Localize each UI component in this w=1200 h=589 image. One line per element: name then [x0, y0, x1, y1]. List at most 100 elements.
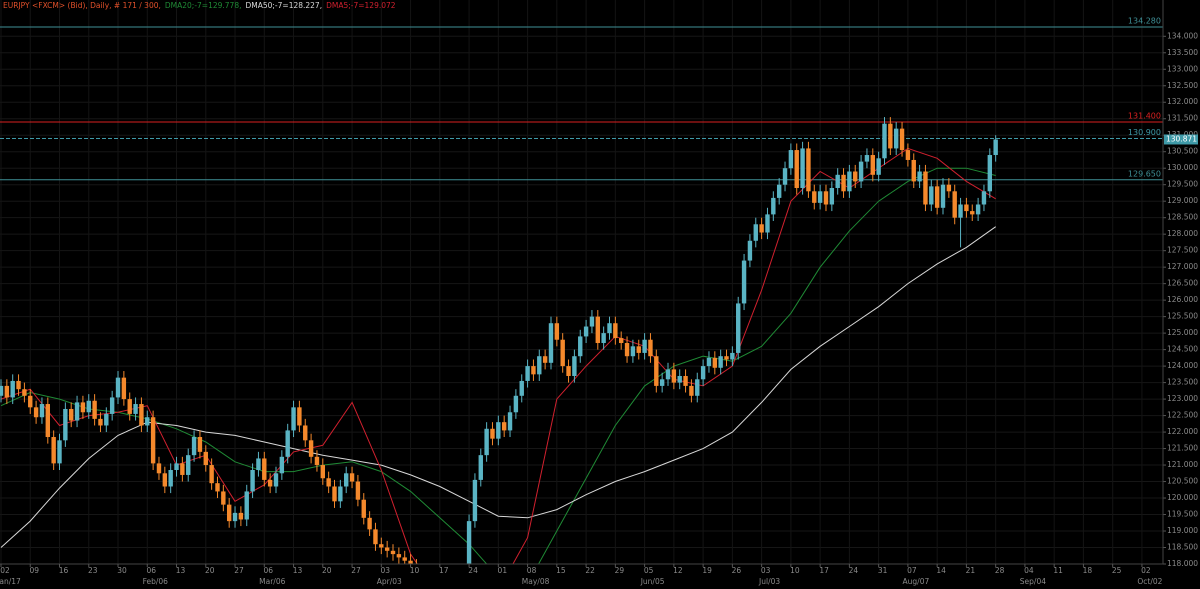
candle-body [256, 458, 261, 470]
candle-body [33, 407, 39, 418]
candle-body [291, 407, 296, 431]
legend-entry: DMA5;-7=129.072 [326, 1, 396, 10]
candle-body [438, 582, 442, 584]
candle-body [232, 512, 238, 522]
candle-body [455, 587, 459, 589]
candle-body [917, 171, 922, 182]
candle-body [367, 517, 372, 530]
candle-body [940, 184, 946, 208]
x-tick-label: 17 [819, 566, 829, 575]
x-tick-label: 14 [936, 566, 946, 575]
y-tick-label: 131.500 [1167, 114, 1198, 123]
candle-body [987, 155, 993, 192]
y-tick-label: 118.500 [1167, 543, 1198, 552]
x-tick-label: 09 [29, 566, 39, 575]
candle-body [244, 491, 249, 520]
candle-body [109, 397, 115, 414]
month-label: Feb/06 [143, 577, 169, 586]
x-tick-label: 24 [468, 566, 478, 575]
candle-body [741, 260, 747, 304]
candle-body [853, 171, 858, 182]
candle-body [28, 395, 33, 408]
y-tick-label: 126.500 [1167, 279, 1198, 288]
candle-body [484, 428, 489, 456]
candle-body [145, 417, 150, 426]
level-label: 130.900 [1128, 128, 1161, 137]
candle-body [250, 470, 255, 492]
candle-body [390, 550, 396, 555]
level-label: 134.280 [1128, 17, 1161, 26]
candle-body [542, 356, 548, 363]
y-tick-label: 123.500 [1167, 378, 1198, 387]
month-label: Mar/06 [259, 577, 285, 586]
candle-body [285, 430, 290, 457]
candle-body [478, 455, 483, 480]
chart-title: EURJPY <FXCM> (Bid), Daily, # 171 / 300, [3, 1, 161, 10]
candle-body [379, 544, 384, 548]
x-tick-label: 27 [351, 566, 361, 575]
candle-body [776, 184, 782, 198]
y-tick-label: 130.000 [1167, 163, 1198, 172]
candle-body [39, 404, 45, 418]
level-label: 131.400 [1128, 112, 1161, 121]
candle-body [613, 323, 618, 339]
x-tick-label: 08 [527, 566, 537, 575]
y-tick-label: 133.000 [1167, 64, 1198, 73]
x-tick-label: 20 [322, 566, 332, 575]
candle-body [607, 323, 612, 334]
candle-body [191, 437, 197, 456]
candle-body [121, 377, 127, 400]
candle-body [806, 148, 811, 192]
y-tick-label: 125.000 [1167, 328, 1198, 337]
candle-body [45, 404, 51, 438]
candle-body [490, 428, 495, 439]
candle-body [139, 404, 144, 426]
candle-body [601, 333, 606, 344]
candle-body [636, 346, 641, 353]
candle-body [753, 224, 758, 241]
last-price-label: 130.871 [1166, 134, 1197, 143]
candle-body [63, 408, 68, 441]
candle-body [203, 451, 208, 466]
candle-body [513, 395, 519, 413]
x-tick-label: 13 [176, 566, 186, 575]
candle-body [531, 366, 536, 375]
candle-body [69, 408, 74, 421]
x-tick-label: 24 [849, 566, 859, 575]
candle-body [98, 418, 103, 426]
plot-area [0, 0, 1163, 589]
candle-body [800, 148, 805, 188]
x-tick-label: 31 [878, 566, 888, 575]
x-tick-label: 10 [410, 566, 420, 575]
candle-body [794, 150, 799, 188]
y-tick-label: 122.000 [1167, 427, 1198, 436]
candle-body [712, 357, 718, 368]
ma-line [0, 147, 996, 564]
ma-line [0, 167, 996, 564]
candle-body [133, 404, 138, 414]
x-tick-label: 07 [907, 566, 917, 575]
x-tick-label: 02 [0, 566, 10, 575]
y-tick-label: 122.500 [1167, 411, 1198, 420]
candle-body [683, 376, 688, 386]
candle-body [624, 343, 630, 357]
candle-body [929, 186, 934, 205]
candle-body [197, 437, 203, 452]
y-tick-label: 128.000 [1167, 229, 1198, 238]
y-tick-label: 132.000 [1167, 97, 1198, 106]
y-tick-label: 126.000 [1167, 295, 1198, 304]
candle-body [975, 204, 981, 215]
candle-body [654, 356, 659, 386]
candle-body [127, 399, 132, 414]
month-label: Oct/02 [1137, 577, 1162, 586]
candle-body [507, 412, 513, 431]
candle-body [279, 456, 285, 474]
candle-body [958, 204, 963, 218]
candle-body [420, 571, 424, 574]
candle-body [566, 366, 571, 376]
candle-body [700, 366, 706, 380]
candle-body [221, 491, 226, 505]
month-label: Apr/03 [377, 577, 402, 586]
candle-body [695, 379, 700, 396]
